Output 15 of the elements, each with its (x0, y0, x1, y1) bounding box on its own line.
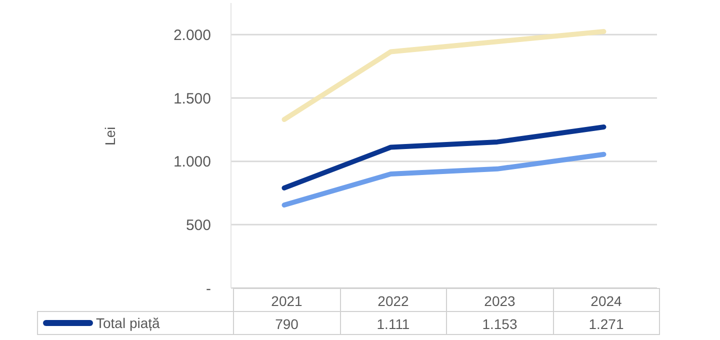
data-label: 1.111 (340, 311, 447, 335)
legend-label: Total piață (96, 314, 160, 333)
y-tick-label: - (206, 280, 211, 298)
x-tick-label: 2021 (233, 288, 340, 312)
y-tick-label: 500 (186, 216, 211, 234)
data-label: 1.153 (446, 311, 554, 335)
y-axis-title: Lei (102, 126, 118, 146)
y-tick-label: 1.500 (173, 90, 211, 108)
y-tick-label: 2.000 (173, 26, 211, 44)
x-tick-label: 2022 (340, 288, 447, 312)
y-tick-label: 1.000 (173, 154, 211, 171)
x-tick-label: 2024 (552, 288, 660, 312)
data-label: 1.271 (552, 311, 660, 335)
x-tick-label: 2023 (446, 288, 554, 312)
data-label: 790 (233, 311, 340, 335)
